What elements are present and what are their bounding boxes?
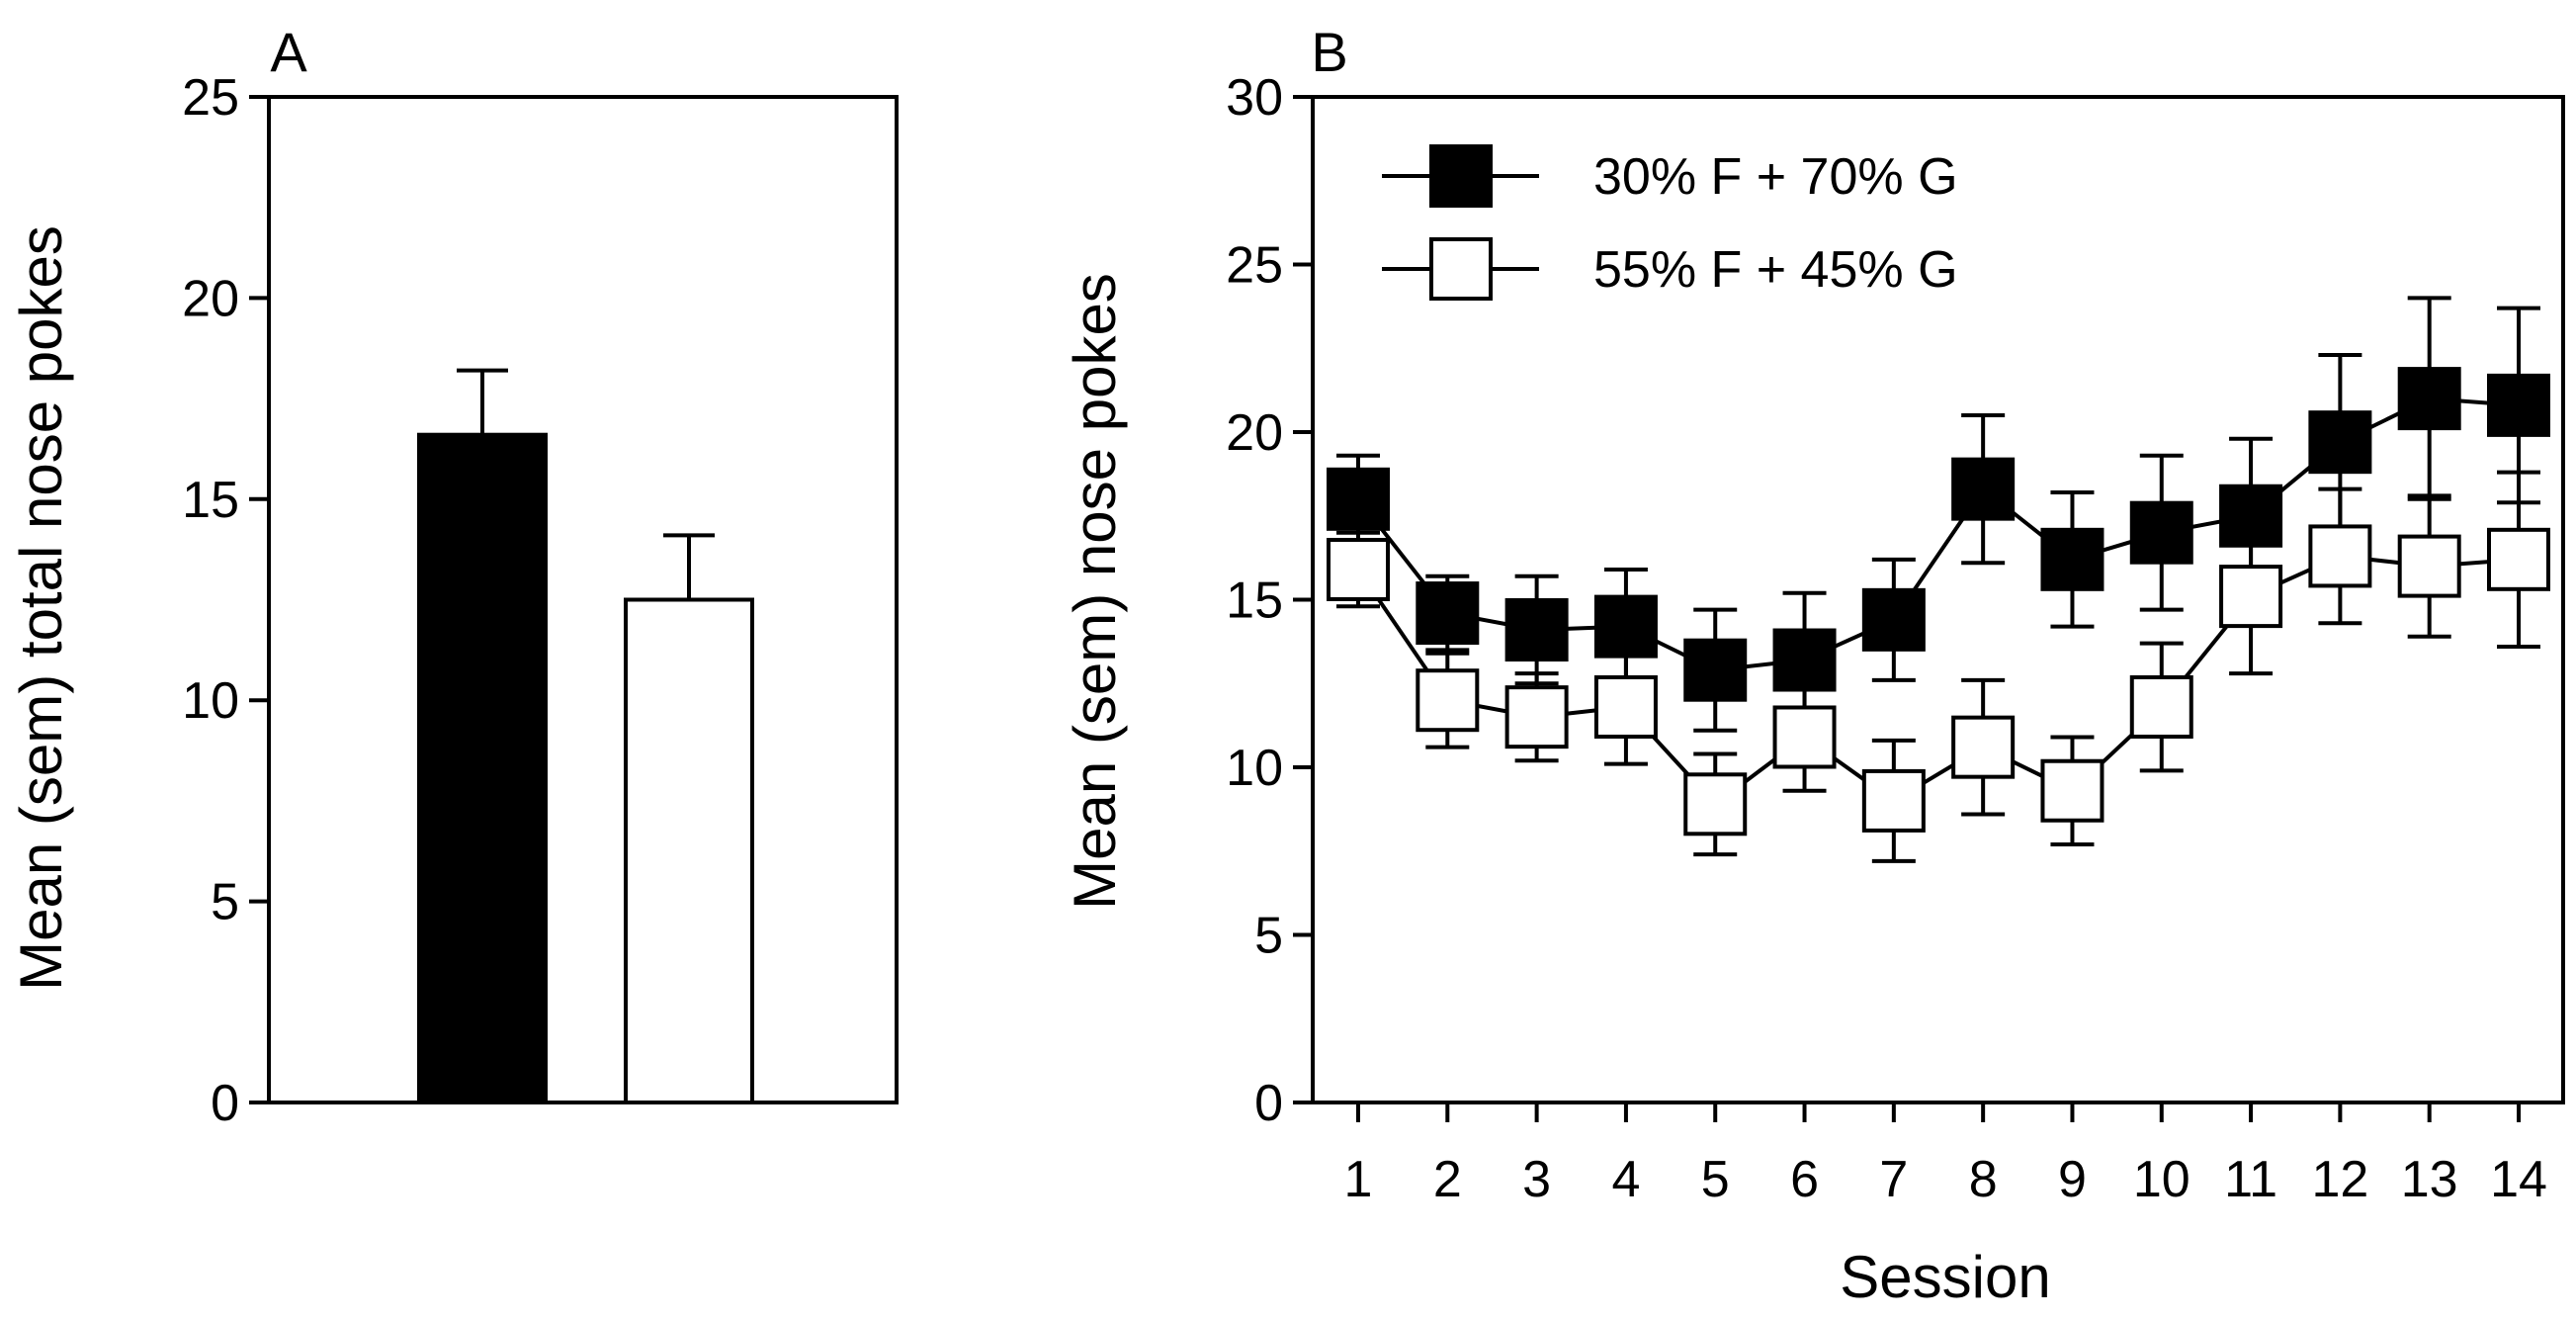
panel-a-label: A [270, 21, 307, 83]
panel-b-y-tick-label: 0 [1254, 1075, 1283, 1132]
panel-b-x-tick-label: 6 [1790, 1151, 1819, 1208]
panel-a-y-tick-label: 5 [211, 874, 239, 931]
series-1-point [1951, 457, 2016, 521]
series-2-point [2308, 524, 2372, 588]
panel-b-x-axis-title: Session [1840, 1244, 2050, 1310]
series-1-point [1772, 628, 1837, 692]
panel-a-y-tick-label: 10 [182, 672, 239, 730]
panel-a: A Mean (sem) total nose pokes 0 5 10 15 20 25 [8, 21, 899, 1132]
series-1-point [2487, 373, 2550, 437]
panel-b: B Mean (sem) nose pokes Session 05101520… [1062, 21, 2565, 1310]
series-1-point [2308, 410, 2372, 475]
series-2-line [1356, 554, 2520, 807]
panel-b-x-tick-label: 8 [1969, 1151, 1998, 1208]
legend-label-2: 55% F + 45% G [1593, 241, 1958, 299]
panel-b-x-tick-label: 3 [1522, 1151, 1551, 1208]
series-2-point [1327, 537, 1390, 601]
series-1-point [1683, 638, 1748, 702]
series-2-point [1593, 674, 1658, 739]
panel-b-x-tick-label: 10 [2133, 1151, 2190, 1208]
series-1-errors [1336, 296, 2540, 733]
panel-b-y-tick-label: 15 [1226, 573, 1283, 630]
series-2-point [1504, 685, 1569, 749]
panel-a-y-tick-label: 15 [182, 472, 239, 529]
panel-b-x-tick-label: 2 [1433, 1151, 1462, 1208]
panel-b-x-tick-label: 13 [2401, 1151, 2458, 1208]
series-2-point [2129, 674, 2193, 739]
legend-marker-2 [1429, 237, 1493, 301]
series-1-point [2397, 367, 2461, 431]
series-1-point [2129, 500, 2193, 565]
series-2-point [2397, 534, 2461, 598]
series-2-point [2040, 758, 2104, 823]
series-2-point [2219, 565, 2283, 629]
panel-b-y-axis-title: Mean (sem) nose pokes [1062, 273, 1128, 910]
panel-b-x-tick-label: 14 [2490, 1151, 2547, 1208]
panel-a-bar [624, 597, 754, 1104]
series-1-point [1593, 594, 1658, 659]
panel-b-plot-frame [1311, 95, 2565, 1104]
legend-label-1: 30% F + 70% G [1593, 148, 1958, 206]
panel-a-plot-frame [267, 95, 899, 1104]
series-1-point [2040, 527, 2104, 591]
series-2-point [1416, 668, 1480, 733]
panel-b-x-tick-label: 12 [2311, 1151, 2368, 1208]
series-2-point [1683, 772, 1748, 837]
series-2-point [1951, 715, 2016, 779]
series-2-point [2487, 527, 2550, 591]
panel-b-x-tick-label: 11 [2224, 1151, 2277, 1208]
series-2-point [1772, 705, 1837, 769]
series-1-point [1327, 467, 1390, 531]
panel-b-label: B [1311, 21, 1347, 83]
series-2-point [1861, 768, 1926, 833]
panel-b-y-tick-label: 5 [1254, 908, 1283, 965]
panel-a-y-axis-title: Mean (sem) total nose pokes [8, 225, 74, 991]
series-1-point [1416, 581, 1480, 646]
panel-b-y-tick-label: 25 [1226, 237, 1283, 295]
series-1-point [2219, 484, 2283, 548]
panel-a-y-tick-label: 25 [182, 69, 239, 127]
panel-a-y-tick-label: 20 [182, 270, 239, 327]
panel-b-y-tick-label: 20 [1226, 404, 1283, 462]
panel-a-y-tick-label: 0 [211, 1075, 239, 1132]
panel-b-x-tick-label: 7 [1879, 1151, 1908, 1208]
panel-b-y-tick-label: 30 [1226, 69, 1283, 127]
panel-b-y-tick-label: 10 [1226, 740, 1283, 797]
legend: 30% F + 70% G 55% F + 45% G [1382, 144, 1958, 301]
legend-marker-1 [1429, 144, 1493, 208]
panel-a-bar [417, 432, 548, 1105]
series-1-point [1861, 587, 1926, 652]
panel-b-x-tick-label: 5 [1701, 1151, 1730, 1208]
panel-b-x-tick-label: 9 [2058, 1151, 2087, 1208]
panel-b-x-tick-label: 4 [1611, 1151, 1640, 1208]
series-1-point [1504, 598, 1569, 662]
panel-b-x-tick-label: 1 [1344, 1151, 1373, 1208]
